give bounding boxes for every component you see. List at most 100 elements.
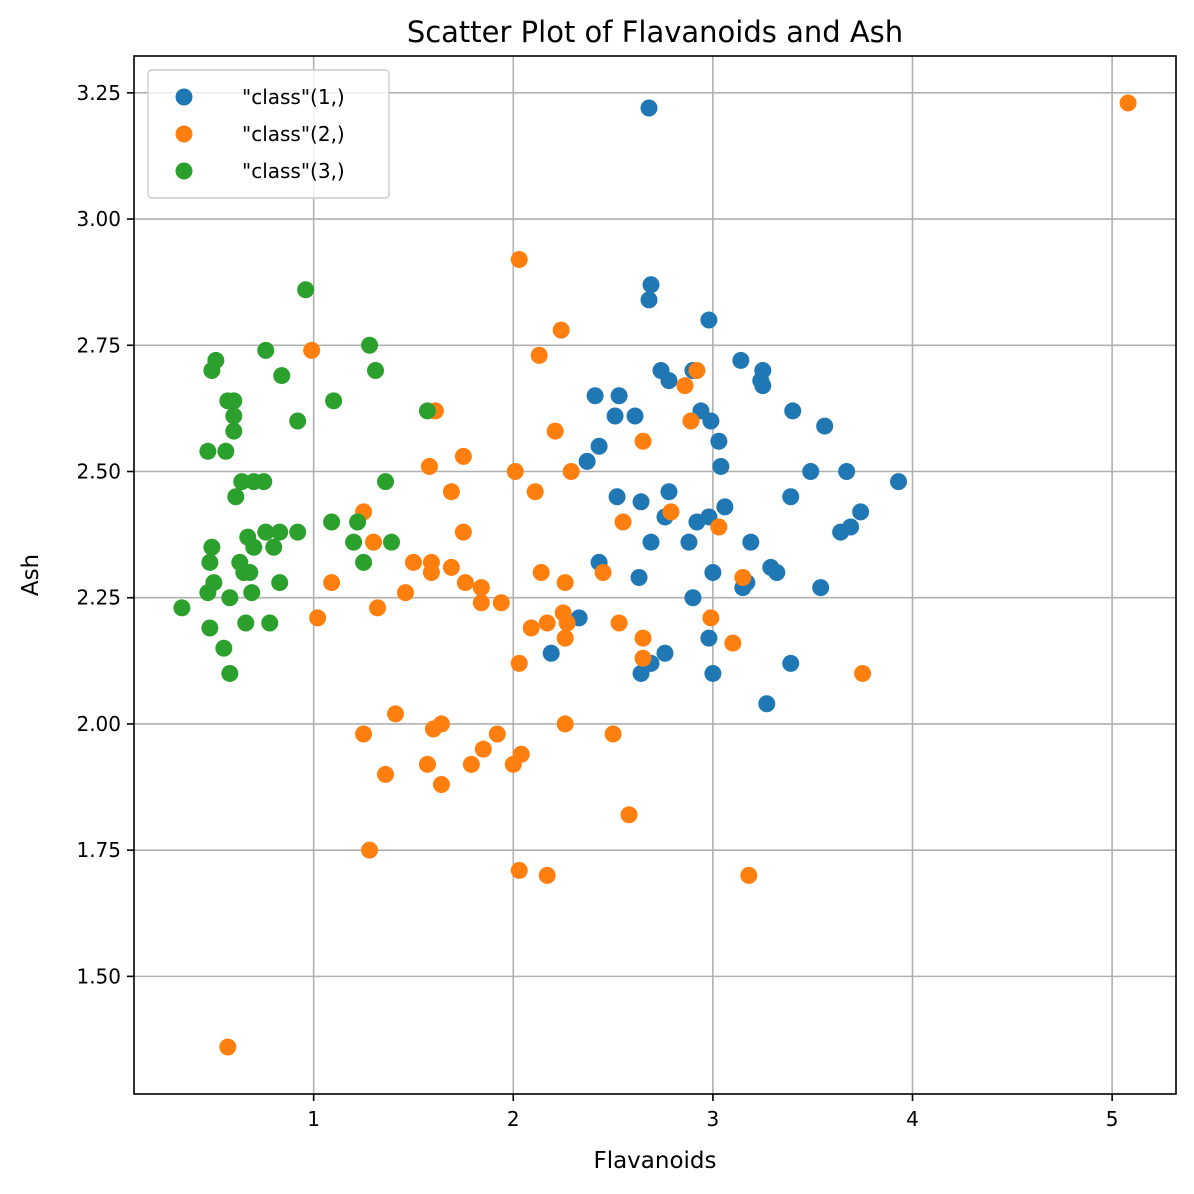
legend-label: "class"(2,) xyxy=(242,122,345,146)
data-point xyxy=(241,563,259,581)
data-point xyxy=(345,533,363,551)
data-point xyxy=(245,538,263,556)
data-point xyxy=(225,407,243,425)
data-point xyxy=(237,614,255,632)
data-point xyxy=(732,351,750,369)
legend-box xyxy=(147,69,390,199)
data-point xyxy=(265,538,283,556)
legend-marker xyxy=(175,88,193,106)
data-point xyxy=(367,362,385,380)
data-point xyxy=(642,533,660,551)
data-point xyxy=(297,281,315,299)
data-point xyxy=(221,589,239,607)
data-point xyxy=(377,473,395,491)
x-tick-label: 3 xyxy=(707,1107,720,1131)
data-point xyxy=(538,866,556,884)
data-point xyxy=(704,563,722,581)
data-point xyxy=(610,387,628,405)
data-point xyxy=(418,402,436,420)
y-axis-label: Ash xyxy=(18,554,44,596)
data-point xyxy=(355,725,373,743)
data-point xyxy=(556,715,574,733)
data-point xyxy=(506,463,524,481)
series-2 xyxy=(219,94,1137,1056)
y-tick-label: 2.75 xyxy=(76,333,121,357)
data-point xyxy=(289,523,307,541)
y-tick-label: 2.50 xyxy=(76,460,121,484)
data-point xyxy=(532,563,550,581)
data-point xyxy=(852,503,870,521)
data-point xyxy=(556,629,574,647)
data-point xyxy=(552,321,570,339)
data-point xyxy=(816,417,834,435)
data-point xyxy=(724,634,742,652)
data-point xyxy=(586,387,604,405)
legend-marker xyxy=(175,162,193,180)
data-point xyxy=(656,644,674,662)
data-point xyxy=(432,776,450,794)
data-point xyxy=(221,664,239,682)
data-point xyxy=(472,594,490,612)
data-point xyxy=(257,523,275,541)
series-3 xyxy=(173,281,436,682)
data-point xyxy=(890,473,908,491)
data-point xyxy=(355,553,373,571)
data-point xyxy=(474,740,492,758)
data-point xyxy=(754,377,772,395)
data-point xyxy=(606,407,624,425)
data-point xyxy=(488,725,506,743)
data-point xyxy=(704,664,722,682)
data-point xyxy=(538,614,556,632)
data-point xyxy=(199,442,217,460)
data-point xyxy=(640,291,658,309)
data-point xyxy=(734,569,752,587)
data-point xyxy=(386,705,404,723)
data-point xyxy=(768,563,786,581)
data-point xyxy=(688,362,706,380)
data-points xyxy=(173,94,1137,1056)
data-point xyxy=(710,432,728,450)
data-point xyxy=(522,619,540,637)
y-tick-label: 3.25 xyxy=(76,81,121,105)
x-tick-label: 2 xyxy=(507,1107,520,1131)
data-point xyxy=(740,866,758,884)
data-point xyxy=(556,574,574,592)
data-point xyxy=(594,563,612,581)
legend: "class"(1,) "class"(2,) "class"(3,) xyxy=(147,69,390,199)
data-point xyxy=(227,488,245,506)
data-point xyxy=(782,654,800,672)
data-point xyxy=(422,563,440,581)
data-point xyxy=(257,341,275,359)
data-point xyxy=(642,276,660,294)
data-point xyxy=(219,1038,237,1056)
data-point xyxy=(462,755,480,773)
x-tick-label: 5 xyxy=(1106,1107,1119,1131)
data-point xyxy=(526,483,544,501)
data-point xyxy=(201,619,219,637)
chart-title: Scatter Plot of Flavanoids and Ash xyxy=(407,15,903,49)
y-tick-label: 1.75 xyxy=(76,838,121,862)
y-tick-label: 3.00 xyxy=(76,207,121,231)
data-point xyxy=(812,579,830,597)
data-point xyxy=(289,412,307,430)
data-point xyxy=(1119,94,1137,112)
data-point xyxy=(632,493,650,511)
axis-ticks: 1 2 3 4 5 1.50 1.75 2.00 2.25 2.50 2.75 3.00 3.25 xyxy=(76,81,1118,1131)
data-point xyxy=(630,569,648,587)
data-point xyxy=(660,483,678,501)
data-point xyxy=(634,629,652,647)
data-point xyxy=(420,457,438,475)
data-point xyxy=(684,589,702,607)
data-point xyxy=(273,367,291,385)
data-point xyxy=(634,432,652,450)
data-point xyxy=(454,523,472,541)
data-point xyxy=(418,755,436,773)
data-point xyxy=(620,806,638,824)
data-point xyxy=(369,599,387,617)
x-tick-label: 4 xyxy=(906,1107,919,1131)
data-point xyxy=(217,442,235,460)
data-point xyxy=(325,392,343,410)
data-point xyxy=(546,422,564,440)
data-point xyxy=(309,609,327,627)
data-point xyxy=(203,538,221,556)
